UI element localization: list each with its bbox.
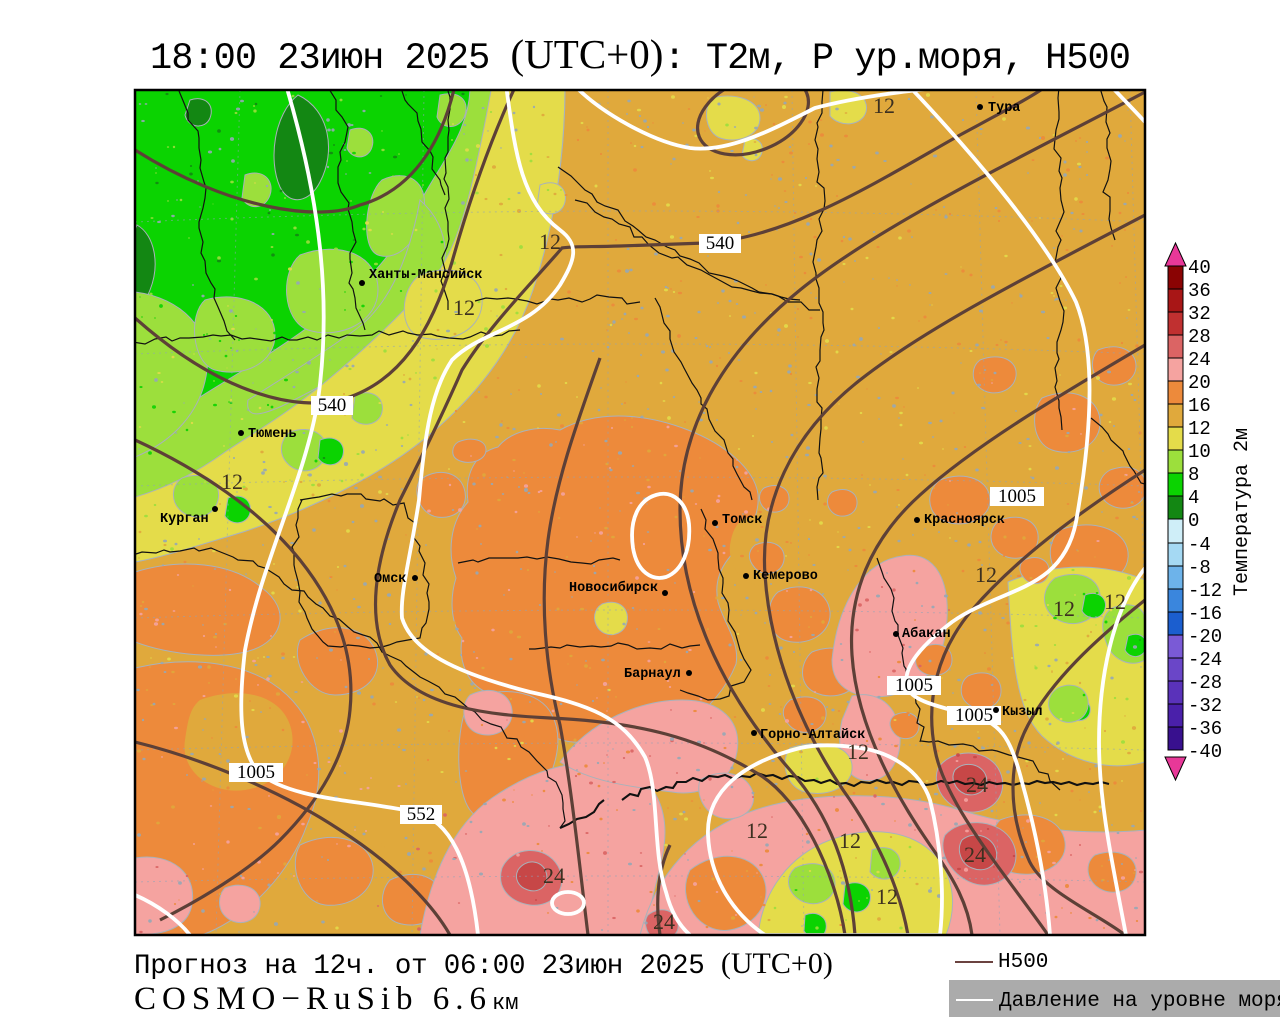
svg-text:-16: -16 (1188, 603, 1222, 625)
svg-text:8: 8 (1188, 464, 1199, 486)
svg-text:Барнаул: Барнаул (624, 667, 681, 682)
svg-text:-24: -24 (1188, 649, 1222, 671)
svg-text:24: 24 (1188, 349, 1211, 371)
svg-text:540: 540 (318, 395, 347, 416)
svg-text:-4: -4 (1188, 534, 1211, 556)
svg-text:12: 12 (1188, 418, 1211, 440)
svg-text:Горно-Алтайск: Горно-Алтайск (760, 728, 865, 743)
svg-text:4: 4 (1188, 487, 1199, 509)
svg-text:12: 12 (539, 229, 561, 254)
svg-text:24: 24 (964, 842, 986, 867)
svg-text:1005: 1005 (955, 705, 993, 726)
svg-text:12: 12 (876, 884, 898, 909)
svg-text:24: 24 (966, 772, 988, 797)
svg-text:40: 40 (1188, 257, 1211, 279)
svg-text:Томск: Томск (722, 513, 763, 528)
svg-text:16: 16 (1188, 395, 1211, 417)
svg-text:12: 12 (847, 739, 869, 764)
svg-text:32: 32 (1188, 303, 1211, 325)
svg-text:Ханты-Мансийск: Ханты-Мансийск (369, 268, 482, 283)
svg-text:12: 12 (453, 295, 475, 320)
svg-text:-36: -36 (1188, 718, 1222, 740)
svg-text:12: 12 (746, 818, 768, 843)
svg-text:Курган: Курган (160, 512, 209, 527)
svg-text:Кызыл: Кызыл (1002, 705, 1043, 720)
svg-text:12: 12 (975, 562, 997, 587)
svg-text:12: 12 (873, 93, 895, 118)
svg-text:0: 0 (1188, 510, 1199, 532)
svg-text:Тура: Тура (988, 101, 1020, 116)
svg-text:24: 24 (653, 909, 675, 934)
svg-text:-20: -20 (1188, 626, 1222, 648)
svg-text:-28: -28 (1188, 672, 1222, 694)
svg-text:36: 36 (1188, 280, 1211, 302)
svg-text:Новосибирск: Новосибирск (569, 580, 658, 596)
svg-text:10: 10 (1188, 441, 1211, 463)
svg-text:Абакан: Абакан (902, 626, 951, 642)
svg-text:24: 24 (543, 863, 565, 888)
svg-text:540: 540 (706, 233, 735, 254)
svg-text:1005: 1005 (998, 486, 1036, 507)
svg-text:-8: -8 (1188, 557, 1211, 579)
svg-text:Температура 2м: Температура 2м (1231, 428, 1254, 596)
svg-text:12: 12 (1053, 596, 1075, 621)
svg-text:Тюмень: Тюмень (248, 427, 297, 442)
svg-text:12: 12 (839, 828, 861, 853)
svg-text:Красноярск: Красноярск (924, 513, 1005, 528)
svg-text:1005: 1005 (237, 762, 275, 783)
svg-text:12: 12 (221, 469, 243, 494)
svg-text:28: 28 (1188, 326, 1211, 348)
svg-text:12: 12 (1104, 589, 1126, 614)
svg-text:Омск: Омск (374, 572, 406, 587)
svg-text:-40: -40 (1188, 741, 1222, 763)
svg-text:-32: -32 (1188, 695, 1222, 717)
svg-text:Кемерово: Кемерово (753, 569, 818, 584)
svg-text:552: 552 (407, 804, 436, 825)
svg-text:-12: -12 (1188, 580, 1222, 602)
svg-text:20: 20 (1188, 372, 1211, 394)
svg-text:1005: 1005 (895, 675, 933, 696)
